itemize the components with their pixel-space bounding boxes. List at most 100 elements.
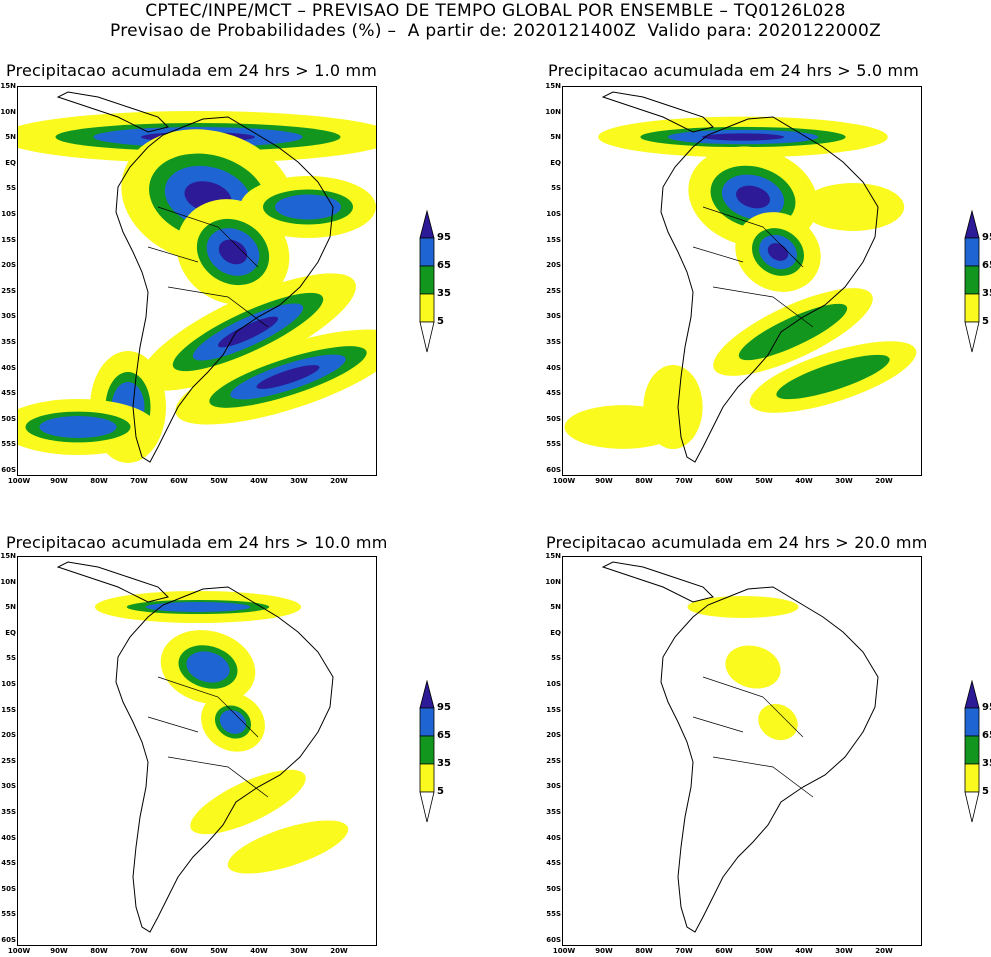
longitude-tick-label: 40W	[795, 947, 813, 955]
longitude-tick-label: 100W	[552, 947, 576, 955]
longitude-tick-label: 50W	[755, 947, 773, 955]
colorbar-35-swatch	[419, 735, 435, 765]
map-panel-20mm	[562, 556, 922, 946]
latitude-tick-label: 20S	[1, 261, 16, 270]
latitude-tick-label: 20S	[546, 261, 561, 270]
longitude-tick-label: 50W	[210, 477, 228, 485]
latitude-tick-label: 35S	[1, 808, 16, 816]
country-border	[702, 676, 804, 738]
longitude-tick-label: 30W	[290, 947, 308, 955]
colorbar-95-swatch	[964, 209, 980, 239]
longitude-tick-label: 100W	[552, 477, 576, 485]
longitude-tick-label: 70W	[675, 477, 693, 485]
panel-title-20mm: Precipitacao acumulada em 24 hrs > 20.0 …	[546, 533, 928, 552]
longitude-tick-label: 30W	[835, 477, 853, 485]
latitude-tick-label: 10S	[546, 680, 561, 688]
latitude-tick-label: 55S	[1, 910, 16, 919]
colorbar-label: 5	[437, 786, 444, 797]
colorbar-65-swatch	[964, 237, 980, 267]
longitude-tick-label: 20W	[875, 947, 893, 955]
longitude-tick-label: 60W	[715, 947, 733, 955]
latitude-tick-label: 30S	[546, 312, 561, 321]
green-area	[776, 354, 890, 400]
colorbar-swatches	[419, 209, 435, 353]
longitude-tick-label: 30W	[290, 477, 308, 485]
south-america-coastline	[660, 116, 879, 463]
longitude-tick-label: 70W	[130, 947, 148, 955]
longitude-tick-label: 90W	[50, 477, 68, 485]
latitude-tick-label: 30S	[546, 782, 561, 791]
colorbar-65-swatch	[964, 707, 980, 737]
country-border	[692, 246, 744, 263]
longitude-tick-label: 80W	[90, 947, 108, 955]
longitude-tick-label: 80W	[635, 477, 653, 485]
colorbar-35-swatch	[964, 735, 980, 765]
country-border	[712, 286, 814, 328]
latitude-tick-label: 15S	[546, 705, 561, 714]
latitude-tick-label: 60S	[1, 936, 16, 944]
country-border	[147, 246, 199, 263]
precip-field	[18, 91, 376, 463]
latitude-tick-label: 15N	[545, 82, 561, 90]
colorbar-10mm: 95 65 35 5	[419, 679, 451, 830]
latitude-tick-label: EQ	[5, 628, 16, 637]
blue-area	[275, 194, 341, 220]
yellow-area	[190, 769, 306, 835]
latitude-tick-label: 55S	[546, 440, 561, 449]
longitude-tick-label: 90W	[595, 947, 613, 955]
colorbar-5-swatch	[419, 293, 435, 323]
latitude-tick-label: 55S	[1, 440, 16, 449]
latitude-tick-label: 10N	[545, 107, 561, 116]
central-america-coastline	[601, 91, 714, 133]
latitude-tick-label: 10N	[0, 577, 16, 586]
latitude-tick-label: EQ	[5, 158, 16, 167]
dark-blue-area	[736, 185, 770, 209]
colorbar-label: 65	[982, 730, 991, 741]
latitude-tick-label: 50S	[546, 414, 561, 423]
longitude-tick-label: 70W	[130, 477, 148, 485]
latitude-tick-label: 30S	[1, 782, 16, 791]
precip-field	[564, 91, 917, 463]
latitude-tick-label: 50S	[546, 884, 561, 893]
latitude-tick-label: 40S	[546, 833, 561, 842]
latitude-tick-label: 60S	[1, 466, 16, 474]
yellow-area	[227, 820, 349, 874]
dark-blue-area	[217, 316, 279, 348]
blue-area	[219, 710, 247, 734]
central-america-coastline	[56, 561, 169, 603]
longitude-tick-label: 90W	[595, 477, 613, 485]
latitude-tick-label: 5S	[6, 184, 16, 193]
colorbar-label: 65	[437, 260, 451, 271]
latitude-tick-label: 45S	[546, 389, 561, 398]
latitude-tick-label: 45S	[1, 389, 16, 398]
latitude-tick-label: 50S	[1, 884, 16, 893]
colorbar-label: 35	[982, 288, 991, 299]
longitude-tick-label: 30W	[835, 947, 853, 955]
latitude-tick-label: 45S	[546, 859, 561, 868]
colorbar-1mm: 95 65 35 5	[419, 209, 451, 360]
colorbar-label: 95	[982, 702, 991, 713]
longitude-tick-label: 60W	[715, 477, 733, 485]
colorbar-label: 95	[437, 702, 451, 713]
blue-area	[39, 416, 117, 438]
colorbar-35-swatch	[964, 265, 980, 295]
latitude-tick-label: 10N	[0, 107, 16, 116]
country-border	[167, 756, 269, 798]
yellow-area	[725, 645, 781, 689]
colorbar-95-swatch	[964, 679, 980, 709]
latitude-tick-label: 35S	[546, 338, 561, 346]
colorbar-below-swatch	[419, 791, 435, 823]
latitude-tick-label: 10S	[1, 680, 16, 688]
south-america-coastline	[115, 586, 334, 933]
dark-blue-area	[256, 365, 320, 389]
colorbar-20mm: 95 65 35 5	[964, 679, 991, 830]
latitude-tick-label: 10S	[1, 210, 16, 218]
longitude-tick-label: 100W	[7, 947, 31, 955]
longitude-tick-label: 40W	[250, 947, 268, 955]
south-america-coastline	[115, 116, 334, 463]
colorbar-label: 35	[982, 758, 991, 769]
latitude-tick-label: 25S	[1, 286, 16, 295]
yellow-area	[801, 183, 905, 231]
green-area	[738, 303, 848, 361]
country-border	[692, 716, 744, 733]
